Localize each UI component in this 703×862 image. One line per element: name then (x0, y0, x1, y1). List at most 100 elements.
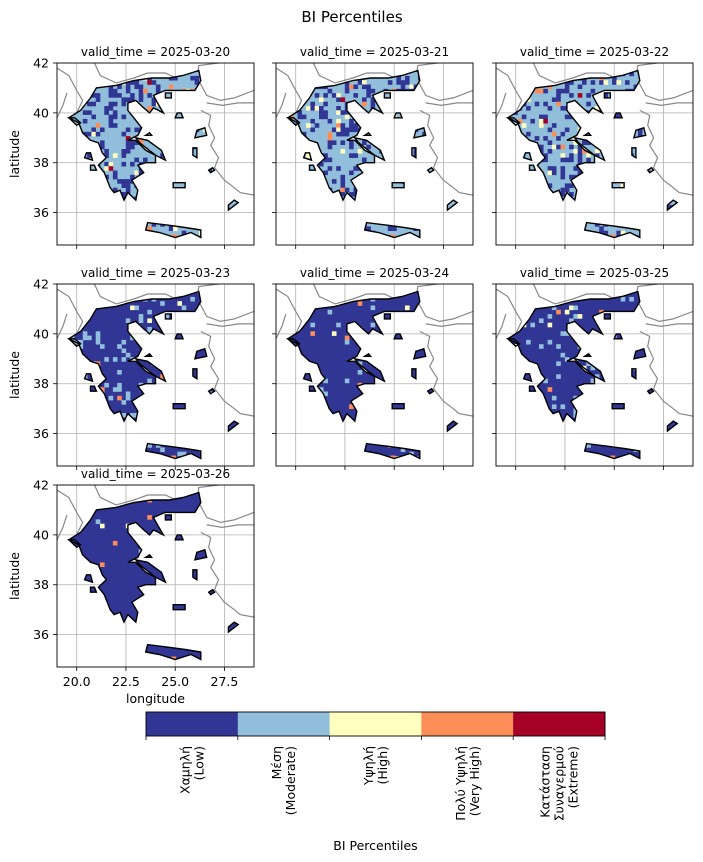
bi-cell (551, 97, 557, 102)
bi-cell (121, 161, 127, 167)
bi-cell (543, 136, 548, 141)
bi-cell (112, 153, 118, 158)
island-outline (573, 357, 606, 383)
country-border (57, 489, 84, 536)
bi-cell (134, 140, 139, 145)
bi-cell (319, 387, 324, 392)
bi-cell (112, 170, 118, 176)
bi-cell (573, 314, 578, 319)
bi-cell (396, 80, 401, 85)
axes-frame (56, 484, 255, 668)
country-border (57, 67, 84, 114)
bi-cell (125, 395, 131, 401)
bi-cell (612, 80, 617, 85)
bi-cell (547, 140, 553, 145)
bi-cell (569, 157, 574, 163)
bi-cell (336, 97, 341, 102)
colorbar-label-line: Μέση (269, 746, 284, 779)
island-outline (192, 569, 198, 581)
bi-cell (564, 88, 570, 94)
bi-cell (147, 318, 152, 323)
colorbar-class-label: Κατάσταση Συναγερμού (Extreme) (538, 746, 581, 821)
coastline (286, 69, 421, 202)
island-outline (613, 112, 624, 119)
island-outline (426, 387, 435, 395)
bi-cell (340, 140, 346, 145)
bi-cell (147, 80, 152, 85)
bi-cell (331, 140, 337, 145)
bi-cell (569, 153, 574, 158)
bi-cell (104, 149, 109, 154)
bi-cell (547, 387, 553, 392)
coastline (506, 290, 641, 423)
bi-cell (539, 144, 544, 150)
bi-cell (121, 153, 127, 158)
bi-cell (327, 166, 333, 171)
bi-cell (194, 80, 200, 85)
bi-cell (362, 84, 367, 90)
bi-cell (160, 447, 165, 452)
bi-cell (117, 382, 122, 388)
bi-cell (349, 192, 354, 197)
bi-cell (190, 296, 195, 302)
country-border (200, 109, 254, 196)
country-border (496, 67, 523, 114)
bi-cell (560, 331, 566, 336)
colorbar-label-line: (Extreme) (566, 746, 581, 808)
bi-cell (327, 136, 333, 141)
bi-cell (168, 84, 174, 90)
island-outline (174, 112, 185, 119)
bi-cell (616, 114, 621, 120)
y-tick-label: 38 (33, 155, 49, 170)
country-border (425, 323, 473, 328)
colorbar-segment (513, 712, 606, 736)
bi-cell (100, 140, 105, 145)
bi-cell (556, 374, 561, 379)
y-tick-label: 42 (33, 478, 49, 493)
bi-cell (336, 93, 341, 98)
bi-cell (104, 110, 109, 115)
bi-cell (327, 131, 333, 137)
bi-cell (121, 149, 127, 154)
map-panel: valid_time = 2025-03-26 36 38 40 42 20.0 22.5 2… (7, 467, 255, 706)
country-border (496, 288, 523, 335)
bi-cell (569, 174, 574, 180)
bi-cell (551, 305, 557, 311)
bi-cell (125, 318, 131, 323)
island-outline (67, 117, 82, 127)
bi-cell (327, 157, 333, 163)
bi-cell (95, 339, 101, 345)
bi-cell (327, 309, 333, 315)
bi-cell (181, 230, 187, 236)
bi-cell (344, 114, 350, 120)
bi-cell (370, 97, 376, 102)
bi-cell (155, 84, 161, 90)
axes-frame (275, 62, 474, 246)
bi-cell (594, 149, 600, 154)
bi-cell (560, 88, 566, 94)
bi-cell (147, 515, 152, 520)
colorbar-segment (421, 712, 514, 736)
colorbar: Χαμηλή (Low) Μέση (Moderate) Υψηλή (High) Πολύ… (145, 711, 606, 853)
island-outline (611, 182, 625, 189)
bi-cell (569, 318, 574, 323)
island-outline (207, 588, 216, 596)
bi-cell (353, 166, 358, 171)
colorbar-segment (146, 712, 239, 736)
bi-cell-hot (171, 656, 177, 660)
island-outline (412, 347, 427, 360)
country-border (57, 313, 68, 340)
bi-cell (104, 166, 109, 171)
bi-cell (323, 170, 328, 176)
bi-cell (590, 80, 596, 85)
bi-cell (134, 80, 139, 85)
bi-cell (130, 93, 135, 98)
bi-cell (539, 114, 544, 120)
country-border (198, 80, 254, 102)
island-outline (144, 442, 202, 460)
country-border (206, 102, 254, 107)
island-outline (192, 368, 198, 380)
bi-cell (319, 114, 324, 120)
bi-cell (620, 183, 626, 188)
bi-cell (349, 140, 354, 145)
